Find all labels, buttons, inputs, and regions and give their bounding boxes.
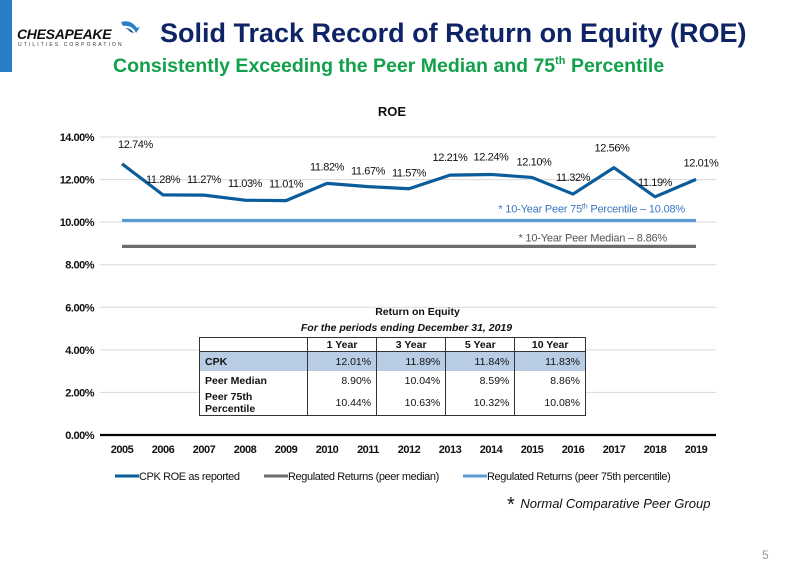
x-tick-label: 2009	[275, 444, 298, 456]
y-tick-label: 12.00%	[60, 175, 95, 187]
data-label: 12.74%	[118, 139, 154, 151]
data-label: 12.21%	[433, 152, 469, 164]
x-tick-label: 2015	[521, 444, 544, 456]
page-subtitle: Consistently Exceeding the Peer Median a…	[113, 55, 665, 77]
legend-label: Regulated Returns (peer median)	[288, 471, 439, 483]
y-tick-label: 2.00%	[65, 387, 94, 399]
data-label: 12.10%	[517, 156, 553, 168]
table-header-cell: 1 Year	[306, 337, 377, 352]
table-cell: 8.86%	[514, 371, 586, 391]
x-tick-label: 2019	[685, 444, 708, 456]
logo-wordmark: CHESAPEAKE	[17, 26, 112, 42]
x-tick-label: 2010	[316, 444, 339, 456]
x-tick-label: 2005	[111, 444, 134, 456]
x-tick-label: 2007	[193, 444, 216, 456]
chart-annotations: * 10-Year Peer 75th Percentile – 10.08% *…	[498, 203, 685, 244]
data-label: 12.56%	[595, 143, 631, 155]
y-tick-label: 8.00%	[65, 260, 94, 272]
footnote-star: *	[507, 494, 515, 516]
data-label: 11.19%	[638, 177, 673, 189]
data-label: 11.27%	[187, 174, 222, 186]
table-cell: 11.84%	[445, 351, 515, 371]
x-tick-label: 2018	[644, 444, 667, 456]
x-tick-label: 2012	[398, 444, 421, 456]
table-header-cell: 5 Year	[445, 337, 515, 352]
x-tick-label: 2006	[152, 444, 175, 456]
data-label: 11.28%	[146, 174, 181, 186]
chart-title: ROE	[378, 104, 407, 119]
data-label: 11.01%	[269, 179, 304, 191]
data-labels: 12.74% 11.28% 11.27% 11.03% 11.01% 11.82% 11.6…	[118, 139, 719, 191]
data-label: 12.24%	[474, 151, 510, 163]
table-header-cell	[199, 337, 308, 352]
legend-item: Regulated Returns (peer 75th percentile)	[463, 471, 671, 483]
y-tick-label: 4.00%	[65, 345, 94, 357]
logo-subtext: UTILITIES CORPORATION	[18, 42, 124, 48]
table-title: Return on Equity	[375, 306, 460, 318]
y-tick-label: 6.00%	[65, 302, 94, 314]
data-label: 11.32%	[556, 172, 591, 184]
row-label: CPK	[199, 351, 308, 371]
logo-bird-icon	[121, 21, 140, 33]
x-axis-ticks: 2005 2006 2007 2008 2009 2010 2011 2012 2013 2014…	[111, 444, 708, 456]
table-cell: 10.63%	[376, 390, 446, 415]
page-number: 5	[762, 548, 769, 562]
table-row: CPK 12.01% 11.89% 11.84% 11.83%	[199, 351, 586, 371]
legend-label: Regulated Returns (peer 75th percentile)	[487, 471, 670, 483]
table-subtitle: For the periods ending December 31, 2019	[300, 322, 513, 334]
y-tick-label: 14.00%	[60, 132, 95, 144]
legend-label: CPK ROE as reported	[139, 471, 240, 483]
roe-summary-table: Return on Equity For the periods ending …	[199, 305, 586, 416]
table-header-cell: 3 Year	[376, 337, 446, 352]
chart-legend: CPK ROE as reported Regulated Returns (pe…	[115, 471, 671, 483]
x-tick-label: 2011	[357, 444, 379, 456]
chart-series	[121, 162, 697, 249]
table-cell: 11.89%	[376, 351, 446, 371]
series-line-cpk-roe	[121, 162, 697, 203]
x-tick-label: 2008	[234, 444, 257, 456]
y-axis-ticks: 0.00% 2.00% 4.00% 6.00% 8.00% 10.00% 12.00% 14.…	[60, 132, 96, 442]
row-label: Peer 75th Percentile	[205, 390, 256, 415]
table-cell: 8.59%	[445, 371, 515, 391]
annotation-peer-median: * 10-Year Peer Median – 8.86%	[518, 232, 667, 244]
page-title: Solid Track Record of Return on Equity (…	[160, 18, 747, 48]
data-label: 11.82%	[310, 161, 345, 173]
table-row: Peer Median 8.90% 10.04% 8.59% 8.86%	[200, 371, 586, 391]
accent-bar	[0, 0, 12, 72]
data-label: 11.57%	[392, 168, 427, 180]
legend-item: Regulated Returns (peer median)	[264, 471, 439, 483]
legend-item: CPK ROE as reported	[115, 471, 240, 483]
footnote: * Normal Comparative Peer Group	[507, 494, 710, 517]
data-label: 11.67%	[351, 166, 386, 178]
x-tick-label: 2013	[439, 444, 462, 456]
table-row: Peer 75th Percentile 10.44% 10.63% 10.32…	[200, 390, 586, 415]
table-cell: 11.83%	[514, 351, 586, 371]
table-cell: 12.01%	[306, 351, 377, 371]
annotation-peer-75th: * 10-Year Peer 75th Percentile – 10.08%	[498, 203, 685, 215]
table-header-row: 1 Year 3 Year 5 Year 10 Year	[199, 337, 586, 352]
data-label: 12.01%	[684, 157, 720, 169]
table-cell: 10.08%	[514, 390, 586, 415]
y-tick-label: 10.00%	[60, 217, 95, 229]
footnote-text: Normal Comparative Peer Group	[520, 496, 711, 511]
row-label: Peer Median	[205, 374, 267, 387]
table-cell: 8.90%	[306, 371, 377, 391]
x-tick-label: 2016	[562, 444, 585, 456]
company-logo: CHESAPEAKE UTILITIES CORPORATION	[17, 20, 140, 50]
table-cell: 10.32%	[445, 390, 515, 415]
table-cell: 10.44%	[306, 390, 377, 415]
x-tick-label: 2014	[480, 444, 504, 456]
roe-table: 1 Year 3 Year 5 Year 10 Year CPK 12.01% …	[199, 337, 586, 416]
table-header-cell: 10 Year	[514, 337, 586, 352]
data-label: 11.03%	[228, 178, 263, 190]
table-cell: 10.04%	[376, 371, 446, 391]
x-tick-label: 2017	[603, 444, 626, 456]
y-tick-label: 0.00%	[65, 430, 94, 442]
